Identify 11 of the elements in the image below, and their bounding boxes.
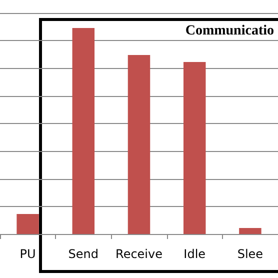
x-tick-label: Slee	[237, 247, 264, 261]
bar	[128, 55, 150, 234]
bar	[72, 28, 95, 234]
x-tick-label: Send	[68, 247, 99, 261]
bar	[239, 228, 262, 234]
x-tick-label: PU	[20, 247, 36, 261]
annotation: Communicatio	[185, 24, 274, 38]
x-tick-label: Idle	[184, 247, 206, 261]
bar	[16, 214, 39, 234]
bar	[183, 62, 206, 234]
x-tick-label: Receive	[116, 247, 162, 261]
